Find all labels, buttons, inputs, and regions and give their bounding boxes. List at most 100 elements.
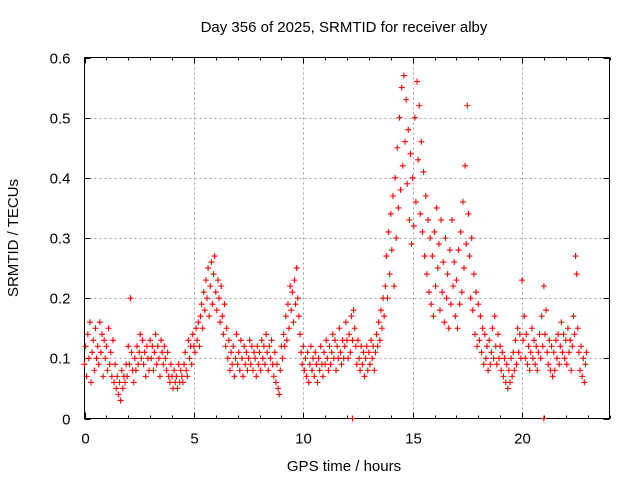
data-point xyxy=(248,343,255,350)
data-point xyxy=(119,385,126,392)
data-point xyxy=(237,337,244,344)
data-point xyxy=(456,301,463,308)
data-point xyxy=(359,361,366,368)
data-point xyxy=(338,361,345,368)
data-point xyxy=(514,325,521,332)
data-point xyxy=(368,337,375,344)
data-point xyxy=(363,343,370,350)
data-point xyxy=(207,283,214,290)
data-point xyxy=(191,349,198,356)
data-point xyxy=(204,295,210,302)
data-point xyxy=(241,343,248,350)
data-point xyxy=(493,361,500,368)
data-point xyxy=(272,379,279,386)
data-point xyxy=(185,337,192,344)
y-tick-label: 0.3 xyxy=(50,231,71,248)
data-point xyxy=(236,367,243,374)
data-point xyxy=(454,325,461,332)
data-point xyxy=(105,325,112,332)
data-point xyxy=(404,180,411,187)
data-point xyxy=(104,367,111,374)
data-point xyxy=(364,367,371,374)
data-point xyxy=(544,349,551,356)
data-point xyxy=(194,337,201,344)
data-point xyxy=(426,289,433,296)
data-point xyxy=(457,228,464,235)
data-point xyxy=(88,379,95,386)
data-point xyxy=(222,343,229,350)
data-point xyxy=(213,307,220,314)
data-point xyxy=(366,361,373,368)
data-point xyxy=(475,301,482,308)
data-point xyxy=(93,355,100,362)
data-point xyxy=(305,379,312,386)
data-point xyxy=(166,379,173,386)
data-point xyxy=(558,319,565,326)
data-point xyxy=(438,216,445,223)
data-point xyxy=(443,295,450,302)
data-point xyxy=(242,361,249,368)
data-point xyxy=(91,367,98,374)
data-point xyxy=(480,361,487,368)
data-point xyxy=(90,337,97,344)
data-point xyxy=(452,313,459,320)
data-point xyxy=(395,204,402,211)
data-point xyxy=(179,379,186,386)
data-point xyxy=(108,373,115,380)
data-point xyxy=(371,367,378,374)
data-point xyxy=(524,361,531,368)
data-point xyxy=(573,271,580,278)
data-point xyxy=(96,319,103,326)
data-point xyxy=(296,331,303,338)
data-point xyxy=(461,265,468,272)
data-point xyxy=(506,379,513,386)
data-point xyxy=(473,289,480,296)
data-point xyxy=(149,343,156,350)
data-point xyxy=(545,361,552,368)
data-point xyxy=(235,349,242,356)
data-point xyxy=(292,301,299,308)
data-point xyxy=(189,331,196,338)
data-point xyxy=(440,259,447,266)
data-point xyxy=(441,319,448,326)
data-point xyxy=(498,367,505,374)
data-point xyxy=(220,331,227,338)
data-point xyxy=(142,373,149,380)
data-point xyxy=(143,343,150,350)
data-point xyxy=(464,102,471,109)
data-point xyxy=(223,325,230,332)
data-point xyxy=(221,301,228,308)
data-point xyxy=(325,367,332,374)
data-point xyxy=(315,355,322,362)
data-point xyxy=(239,355,245,362)
x-tick-label: 5 xyxy=(190,431,198,448)
data-point xyxy=(150,367,157,374)
data-point xyxy=(152,331,159,338)
data-point xyxy=(570,313,577,320)
data-point xyxy=(563,361,570,368)
data-point xyxy=(522,355,529,362)
data-point xyxy=(489,325,496,332)
data-point xyxy=(295,313,302,320)
data-point xyxy=(383,253,390,260)
data-point xyxy=(405,126,412,133)
data-point xyxy=(398,84,405,91)
data-point xyxy=(211,253,218,260)
data-points xyxy=(81,72,590,422)
data-point xyxy=(569,343,576,350)
data-point xyxy=(421,253,428,260)
data-point xyxy=(251,349,258,356)
data-point xyxy=(447,301,454,308)
data-point xyxy=(214,277,221,284)
data-point xyxy=(324,355,331,362)
data-point xyxy=(109,337,116,344)
data-point xyxy=(139,337,146,344)
data-point xyxy=(424,216,431,223)
data-point xyxy=(566,349,573,356)
data-point xyxy=(254,343,261,350)
data-point xyxy=(301,367,308,374)
y-tick-label: 0.1 xyxy=(50,351,71,368)
data-point xyxy=(156,373,163,380)
data-point xyxy=(381,313,388,320)
data-point xyxy=(430,313,437,320)
